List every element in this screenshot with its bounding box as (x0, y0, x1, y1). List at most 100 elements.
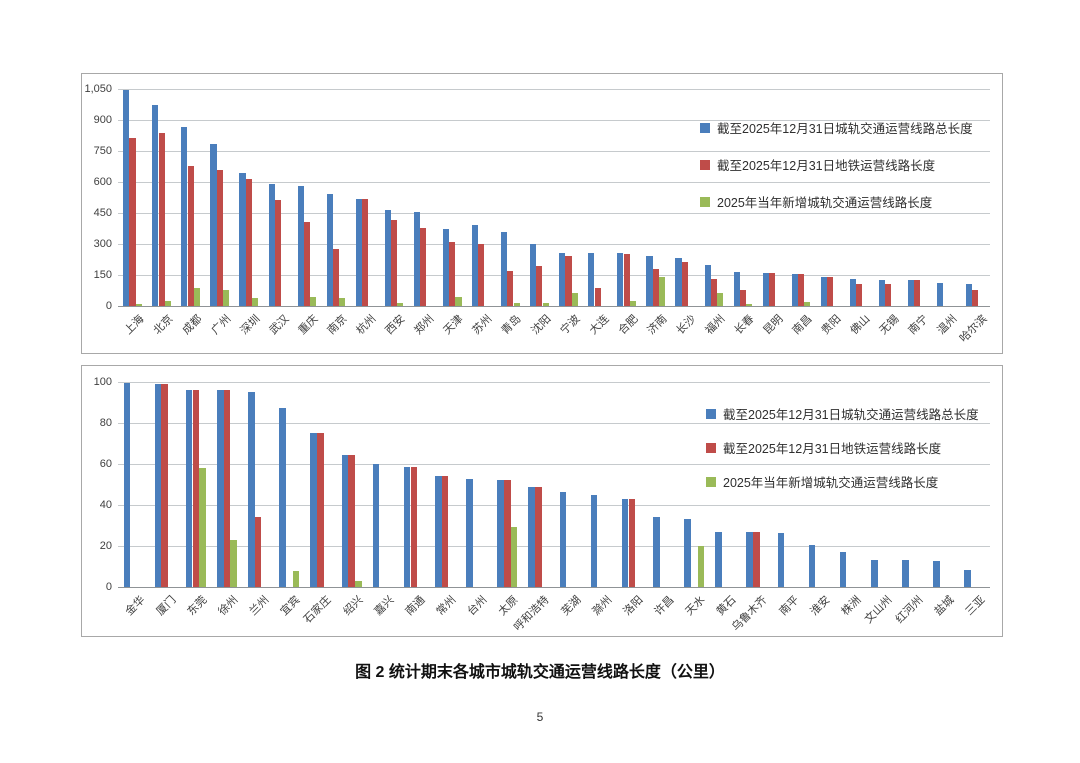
bar-绍兴 (354, 580, 362, 587)
bar-青岛 (501, 232, 508, 306)
x-axis-category-label: 南通 (403, 594, 428, 619)
legend-item: 截至2025年12月31日地铁运营线路长度 (706, 438, 941, 457)
bar-徐州 (230, 540, 237, 587)
x-axis-category-label: 绍兴 (341, 594, 366, 619)
x-axis-category-label: 南昌 (790, 313, 815, 338)
bar-盐城 (933, 561, 940, 587)
x-axis-category-label: 温州 (935, 313, 960, 338)
x-axis-category-label: 红河州 (893, 594, 926, 626)
x-axis-category-label: 淮安 (808, 594, 833, 619)
x-axis-category-label: 郑州 (412, 313, 437, 338)
legend-label: 截至2025年12月31日城轨交通运营线路总长度 (717, 122, 973, 136)
bar-济南 (658, 277, 666, 306)
bar-武汉 (274, 200, 281, 306)
figure-caption: 图 2 统计期末各城市城轨交通运营线路长度（公里） (355, 664, 725, 681)
legend-item: 2025年当年新增城轨交通运营线路长度 (700, 192, 932, 211)
bar-成都 (193, 288, 200, 306)
bar-许昌 (653, 516, 660, 587)
bar-滁州 (590, 495, 598, 587)
bar-昆明 (762, 272, 769, 306)
legend-swatch (700, 196, 710, 207)
x-axis-category-label: 滁州 (590, 594, 615, 619)
x-axis-category-label: 南宁 (906, 313, 931, 338)
legend-swatch (706, 476, 716, 487)
bar-青岛 (507, 270, 514, 306)
x-axis-category-label: 广州 (209, 313, 234, 338)
gridline (118, 213, 990, 214)
x-axis-category-label: 沈阳 (528, 313, 553, 338)
x-axis-category-label: 许昌 (652, 594, 677, 619)
bar-福州 (710, 278, 717, 306)
bar-哈尔滨 (972, 289, 979, 306)
bar-长春 (733, 271, 740, 306)
bar-兰州 (248, 391, 255, 587)
x-axis-category-label: 成都 (180, 313, 205, 338)
y-axis-tick-label: 600 (93, 176, 112, 188)
bar-东莞 (192, 390, 200, 587)
bar-成都 (187, 166, 194, 306)
x-axis-category-label: 黄石 (714, 594, 739, 619)
legend-label: 2025年当年新增城轨交通运营线路长度 (717, 196, 933, 210)
bar-长春 (739, 290, 746, 306)
gridline (118, 275, 990, 276)
x-axis-category-label: 石家庄 (302, 594, 334, 626)
bar-芜湖 (559, 491, 567, 587)
legend-swatch (706, 408, 716, 419)
y-axis-tick-label: 450 (93, 207, 112, 219)
x-axis-category-label: 昆明 (761, 313, 786, 338)
x-axis-category-label: 株洲 (839, 594, 864, 619)
bar-沈阳 (530, 244, 537, 306)
gridline (118, 423, 990, 424)
y-axis-tick-label: 40 (99, 499, 112, 511)
bar-南宁 (908, 280, 915, 306)
x-axis-category-label: 重庆 (296, 313, 321, 338)
bar-兰州 (254, 517, 262, 587)
x-axis-category-label: 东莞 (185, 594, 210, 619)
bar-乌鲁木齐 (753, 532, 760, 587)
x-axis-category-label: 宁波 (557, 313, 582, 338)
bar-郑州 (413, 212, 420, 306)
x-axis-category-label: 三亚 (963, 594, 988, 619)
bar-乌鲁木齐 (746, 532, 754, 587)
bar-北京 (164, 301, 171, 306)
bar-南京 (332, 249, 340, 306)
x-axis-category-label: 金华 (123, 594, 148, 619)
bar-宜宾 (279, 408, 286, 587)
bar-温州 (937, 283, 944, 306)
legend-swatch (700, 159, 710, 170)
bar-呼和浩特 (528, 486, 536, 587)
x-axis-category-label: 厦门 (154, 594, 179, 619)
x-axis-category-label: 长春 (732, 313, 757, 338)
bar-济南 (652, 268, 659, 306)
bar-常州 (441, 476, 449, 587)
x-axis-category-label: 济南 (645, 313, 670, 338)
bar-东莞 (199, 468, 206, 587)
gridline (118, 151, 990, 152)
gridline (118, 182, 990, 183)
x-axis-category-label: 上海 (121, 313, 146, 338)
bar-洛阳 (621, 499, 629, 587)
y-axis-tick-label: 0 (105, 581, 112, 593)
bar-嘉兴 (372, 463, 380, 587)
bar-宜宾 (292, 571, 300, 587)
x-axis-category-label: 青岛 (499, 313, 524, 338)
legend-item: 2025年当年新增城轨交通运营线路长度 (706, 472, 938, 491)
bar-贵阳 (820, 276, 827, 306)
bar-宁波 (571, 293, 578, 306)
bar-太原 (497, 479, 504, 587)
bar-杭州 (361, 199, 369, 306)
legend-item: 截至2025年12月31日城轨交通运营线路总长度 (700, 118, 973, 137)
legend-swatch (700, 122, 710, 133)
bar-太原 (503, 479, 511, 587)
x-axis-category-label: 洛阳 (621, 594, 646, 619)
bar-天津 (449, 241, 456, 306)
x-axis-category-label: 大连 (587, 313, 612, 338)
bar-黄石 (715, 531, 722, 588)
bar-南昌 (797, 273, 805, 306)
x-axis-category-label: 南京 (325, 313, 350, 338)
bar-贵阳 (827, 276, 834, 306)
bar-昆明 (768, 272, 776, 306)
x-axis-category-label: 无锡 (877, 313, 902, 338)
bar-深圳 (245, 178, 252, 306)
legend-swatch (706, 442, 716, 453)
